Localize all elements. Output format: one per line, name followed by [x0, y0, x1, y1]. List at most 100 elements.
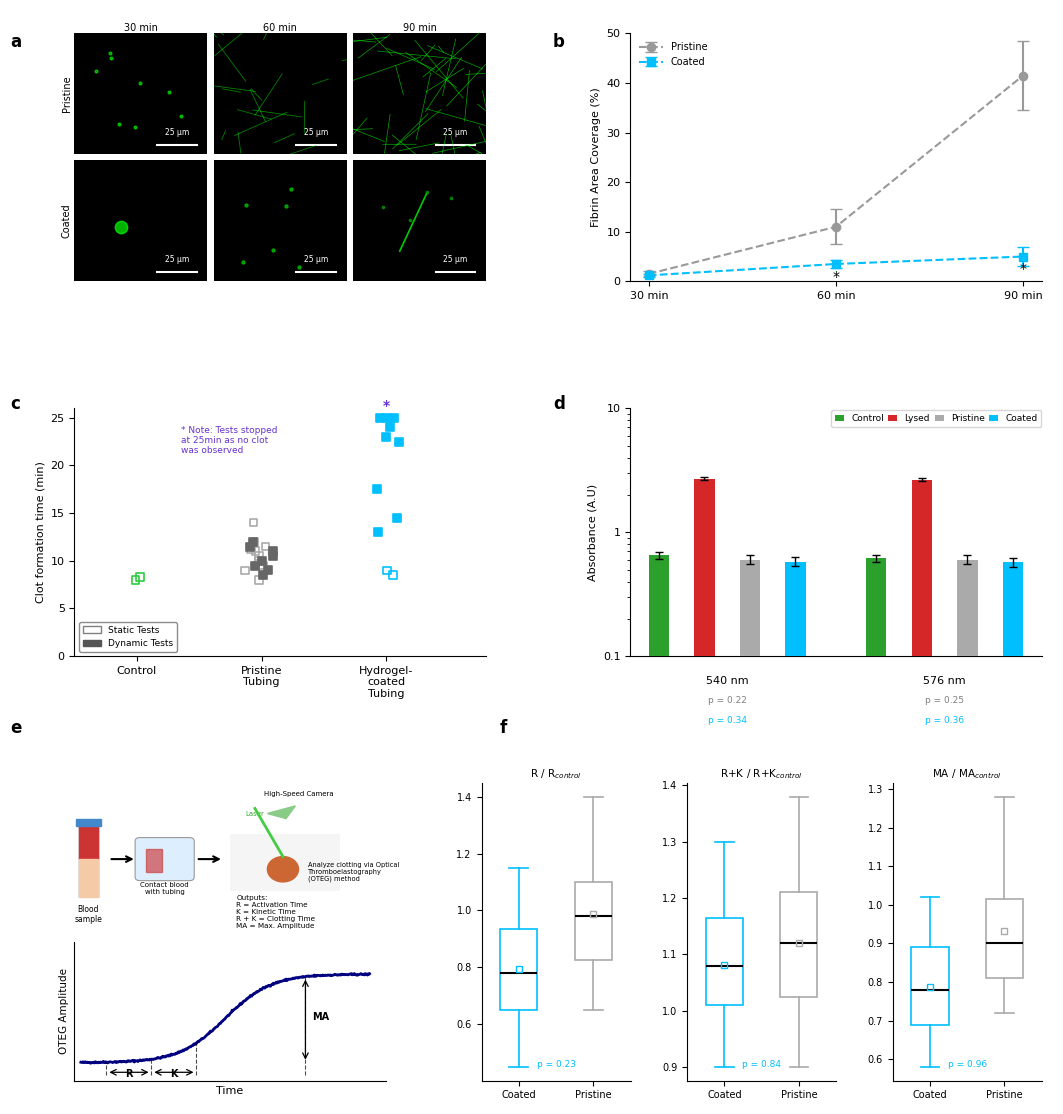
- Title: MA / MA$_{control}$: MA / MA$_{control}$: [932, 768, 1002, 781]
- Bar: [958, 559, 978, 1114]
- Point: [257, 538, 274, 556]
- Point: [88, 62, 105, 80]
- Bar: [79, 827, 98, 859]
- Point: [290, 258, 307, 276]
- Text: *: *: [383, 399, 390, 413]
- Point: [370, 524, 387, 541]
- Point: [128, 571, 145, 589]
- Title: R+K / R+K$_{control}$: R+K / R+K$_{control}$: [720, 768, 803, 781]
- Bar: [78, 827, 99, 897]
- Text: a: a: [11, 33, 21, 51]
- Point: [113, 218, 130, 236]
- Bar: [694, 479, 714, 1114]
- Bar: [912, 480, 932, 1114]
- Legend: Static Tests, Dynamic Tests: Static Tests, Dynamic Tests: [79, 622, 176, 652]
- Text: p = 0.23: p = 0.23: [537, 1059, 575, 1068]
- Text: *: *: [832, 270, 840, 284]
- Point: [251, 571, 268, 589]
- Point: [172, 107, 189, 125]
- Bar: [146, 849, 162, 872]
- Bar: [786, 561, 806, 1114]
- Legend: Control, Lysed, Pristine, Coated: Control, Lysed, Pristine, Coated: [831, 410, 1042, 427]
- Text: p = 0.25: p = 0.25: [925, 696, 964, 705]
- Y-axis label: OTEG Amplitude: OTEG Amplitude: [58, 968, 69, 1055]
- Text: 25 μm: 25 μm: [443, 255, 468, 264]
- Text: f: f: [500, 719, 507, 736]
- Text: c: c: [11, 395, 20, 413]
- Point: [244, 514, 261, 531]
- Point: [161, 84, 178, 101]
- Y-axis label: Absorbance (A.U): Absorbance (A.U): [587, 483, 597, 580]
- Point: [247, 557, 264, 575]
- Point: [265, 543, 282, 560]
- Text: Blood
sample: Blood sample: [74, 905, 102, 925]
- Point: [132, 568, 149, 586]
- Point: [111, 115, 128, 133]
- Text: *: *: [1019, 263, 1027, 276]
- Point: [418, 183, 435, 201]
- Point: [385, 566, 402, 584]
- Bar: [648, 556, 669, 1114]
- Point: [378, 409, 395, 427]
- Point: [103, 49, 120, 67]
- Bar: [79, 859, 98, 897]
- Circle shape: [268, 857, 299, 882]
- Polygon shape: [268, 805, 296, 819]
- Text: 25 μm: 25 μm: [165, 255, 189, 264]
- Y-axis label: Fibrin Area Coverage (%): Fibrin Area Coverage (%): [591, 88, 601, 227]
- Point: [283, 179, 300, 197]
- Bar: [740, 559, 760, 1114]
- Text: p = 0.84: p = 0.84: [742, 1059, 781, 1068]
- Text: p = 0.96: p = 0.96: [948, 1059, 986, 1068]
- Point: [386, 409, 403, 427]
- FancyBboxPatch shape: [135, 838, 195, 881]
- Point: [255, 557, 272, 575]
- Point: [126, 118, 144, 136]
- Text: 540 nm: 540 nm: [706, 676, 748, 686]
- Text: 25 μm: 25 μm: [304, 255, 328, 264]
- Text: 576 nm: 576 nm: [924, 676, 966, 686]
- Point: [389, 509, 406, 527]
- Text: p = 0.22: p = 0.22: [708, 696, 746, 705]
- Point: [259, 561, 276, 579]
- Text: Laser: Laser: [246, 811, 265, 817]
- Point: [101, 45, 118, 62]
- Text: d: d: [553, 395, 564, 413]
- Point: [265, 242, 282, 260]
- Point: [442, 189, 459, 207]
- Point: [236, 561, 253, 579]
- Text: * Note: Tests stopped
at 25min as no clot
was observed: * Note: Tests stopped at 25min as no clo…: [182, 426, 277, 456]
- Text: 25 μm: 25 μm: [165, 128, 189, 137]
- Text: MA: MA: [311, 1012, 328, 1022]
- Point: [131, 75, 148, 92]
- Text: High-Speed Camera: High-Speed Camera: [264, 791, 334, 797]
- Point: [234, 253, 251, 271]
- Text: e: e: [11, 719, 22, 736]
- Point: [382, 419, 399, 437]
- Point: [390, 432, 407, 450]
- Point: [378, 561, 395, 579]
- Y-axis label: Clot formation time (min): Clot formation time (min): [35, 461, 45, 603]
- Point: [250, 547, 267, 565]
- Title: 60 min: 60 min: [264, 22, 298, 32]
- Title: R / R$_{control}$: R / R$_{control}$: [530, 768, 581, 781]
- Text: Contact blood
with tubing: Contact blood with tubing: [140, 882, 189, 895]
- Point: [254, 566, 271, 584]
- Title: 30 min: 30 min: [124, 22, 157, 32]
- Text: R: R: [125, 1069, 133, 1079]
- Y-axis label: Coated: Coated: [62, 204, 71, 238]
- Point: [246, 532, 263, 550]
- Text: Outputs:
R = Activation Time
K = Kinetic Time
R + K = Clotting Time
MA = Max. Am: Outputs: R = Activation Time K = Kinetic…: [236, 895, 316, 929]
- Text: p = 0.36: p = 0.36: [925, 715, 964, 725]
- Legend: Pristine, Coated: Pristine, Coated: [635, 38, 711, 71]
- Point: [251, 551, 268, 569]
- Bar: [866, 558, 887, 1114]
- Text: K: K: [170, 1069, 178, 1079]
- Bar: [75, 819, 101, 827]
- Point: [377, 428, 394, 446]
- Text: p = 0.34: p = 0.34: [708, 715, 746, 725]
- Bar: [230, 833, 339, 889]
- Point: [247, 543, 264, 560]
- Title: 90 min: 90 min: [403, 22, 437, 32]
- Point: [374, 198, 391, 216]
